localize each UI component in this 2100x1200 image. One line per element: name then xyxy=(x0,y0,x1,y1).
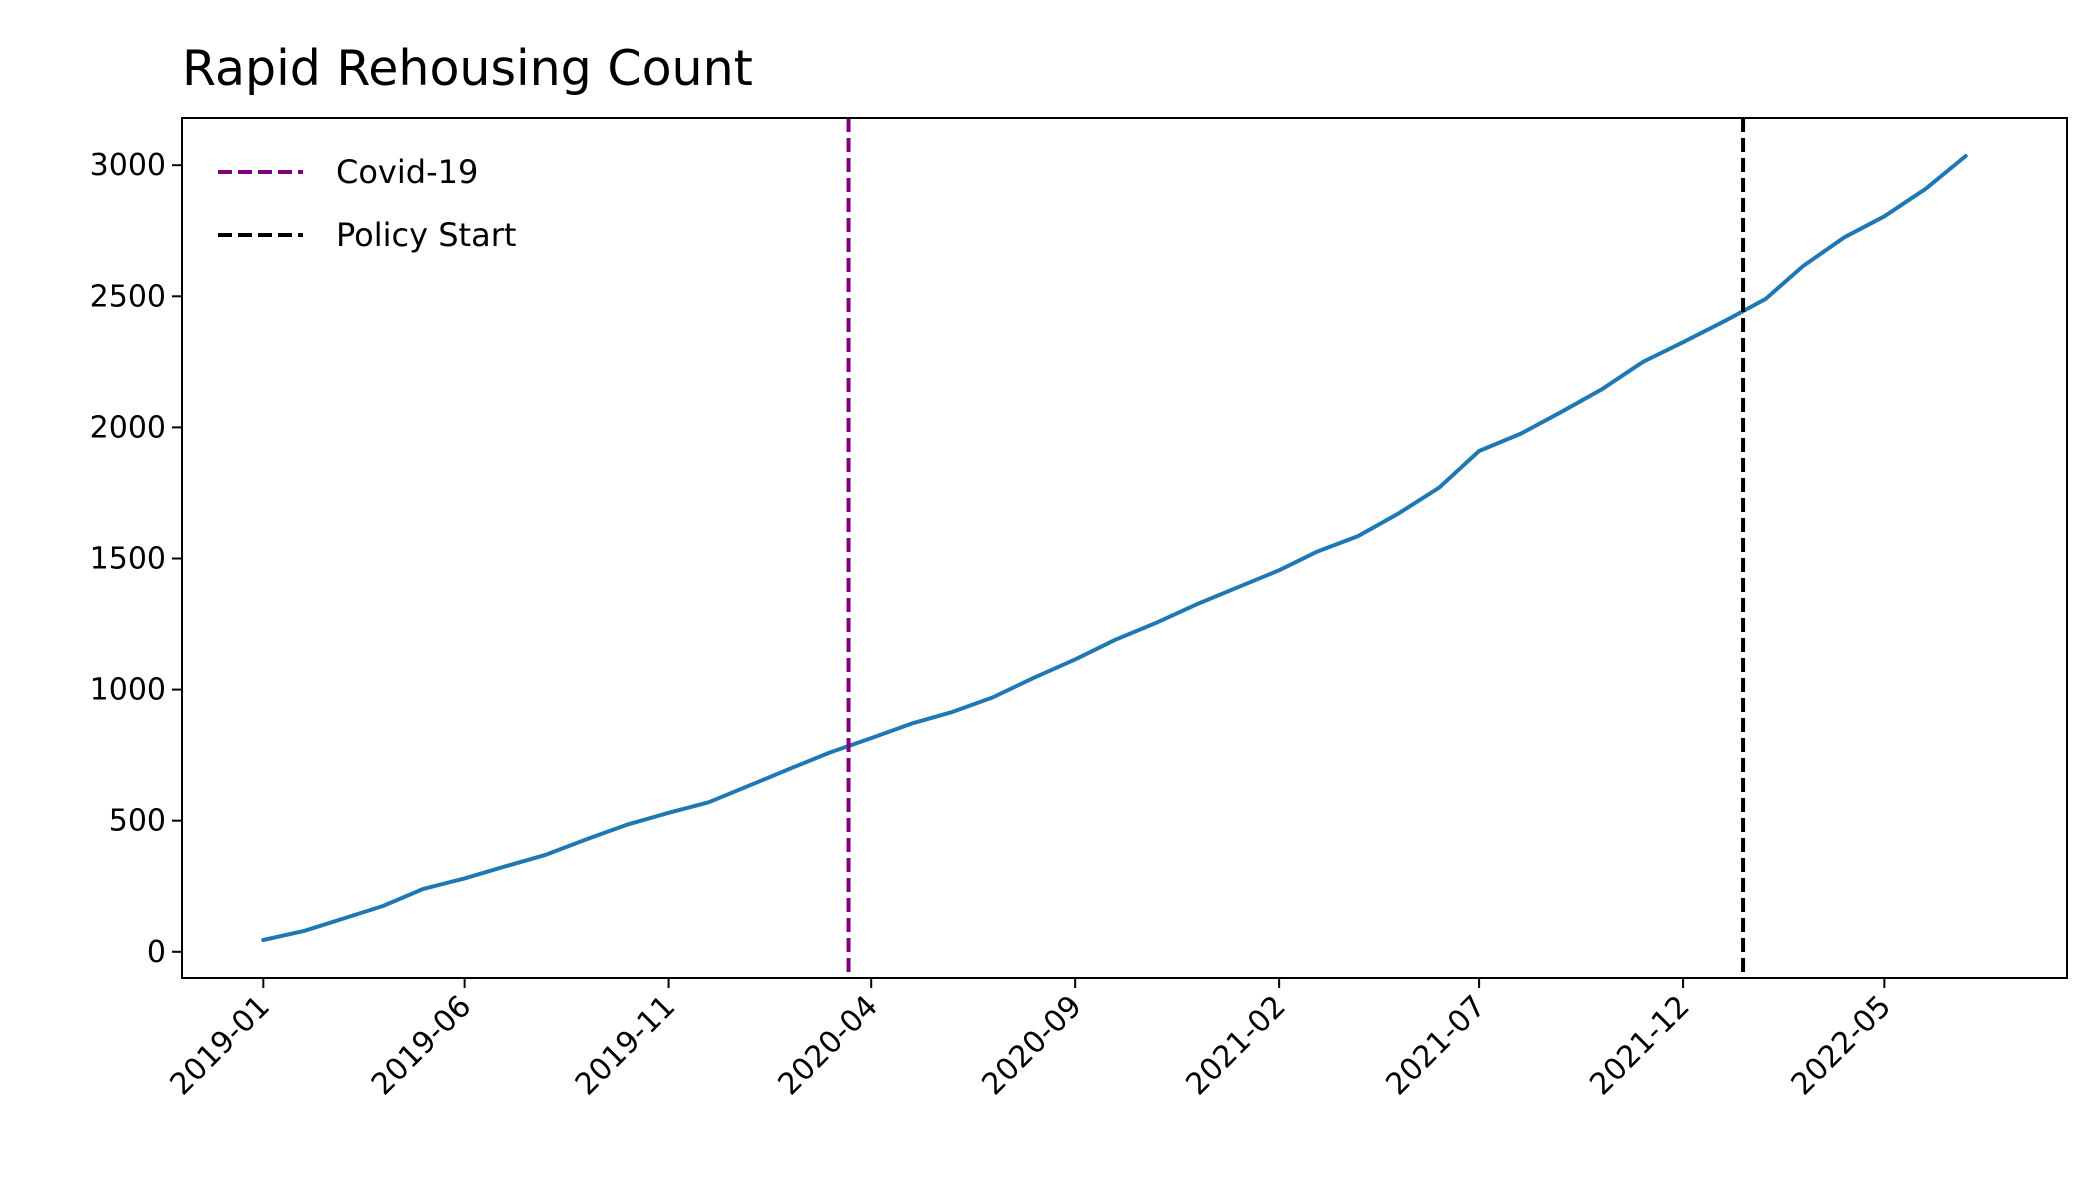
y-tick-label: 500 xyxy=(109,804,166,839)
plot-frame xyxy=(181,117,2068,979)
y-tick-label: 2500 xyxy=(90,279,166,314)
legend-label: Policy Start xyxy=(336,216,516,254)
y-tick-label: 0 xyxy=(147,935,166,970)
y-tick-label: 3000 xyxy=(90,148,166,183)
legend: Covid-19 Policy Start xyxy=(218,153,516,254)
y-tick-label: 1000 xyxy=(90,673,166,708)
series-line xyxy=(261,154,1968,942)
chart-title: Rapid Rehousing Count xyxy=(182,40,753,97)
y-tick-label: 1500 xyxy=(90,541,166,576)
y-tick-label: 2000 xyxy=(90,410,166,445)
legend-label: Covid-19 xyxy=(336,153,478,191)
